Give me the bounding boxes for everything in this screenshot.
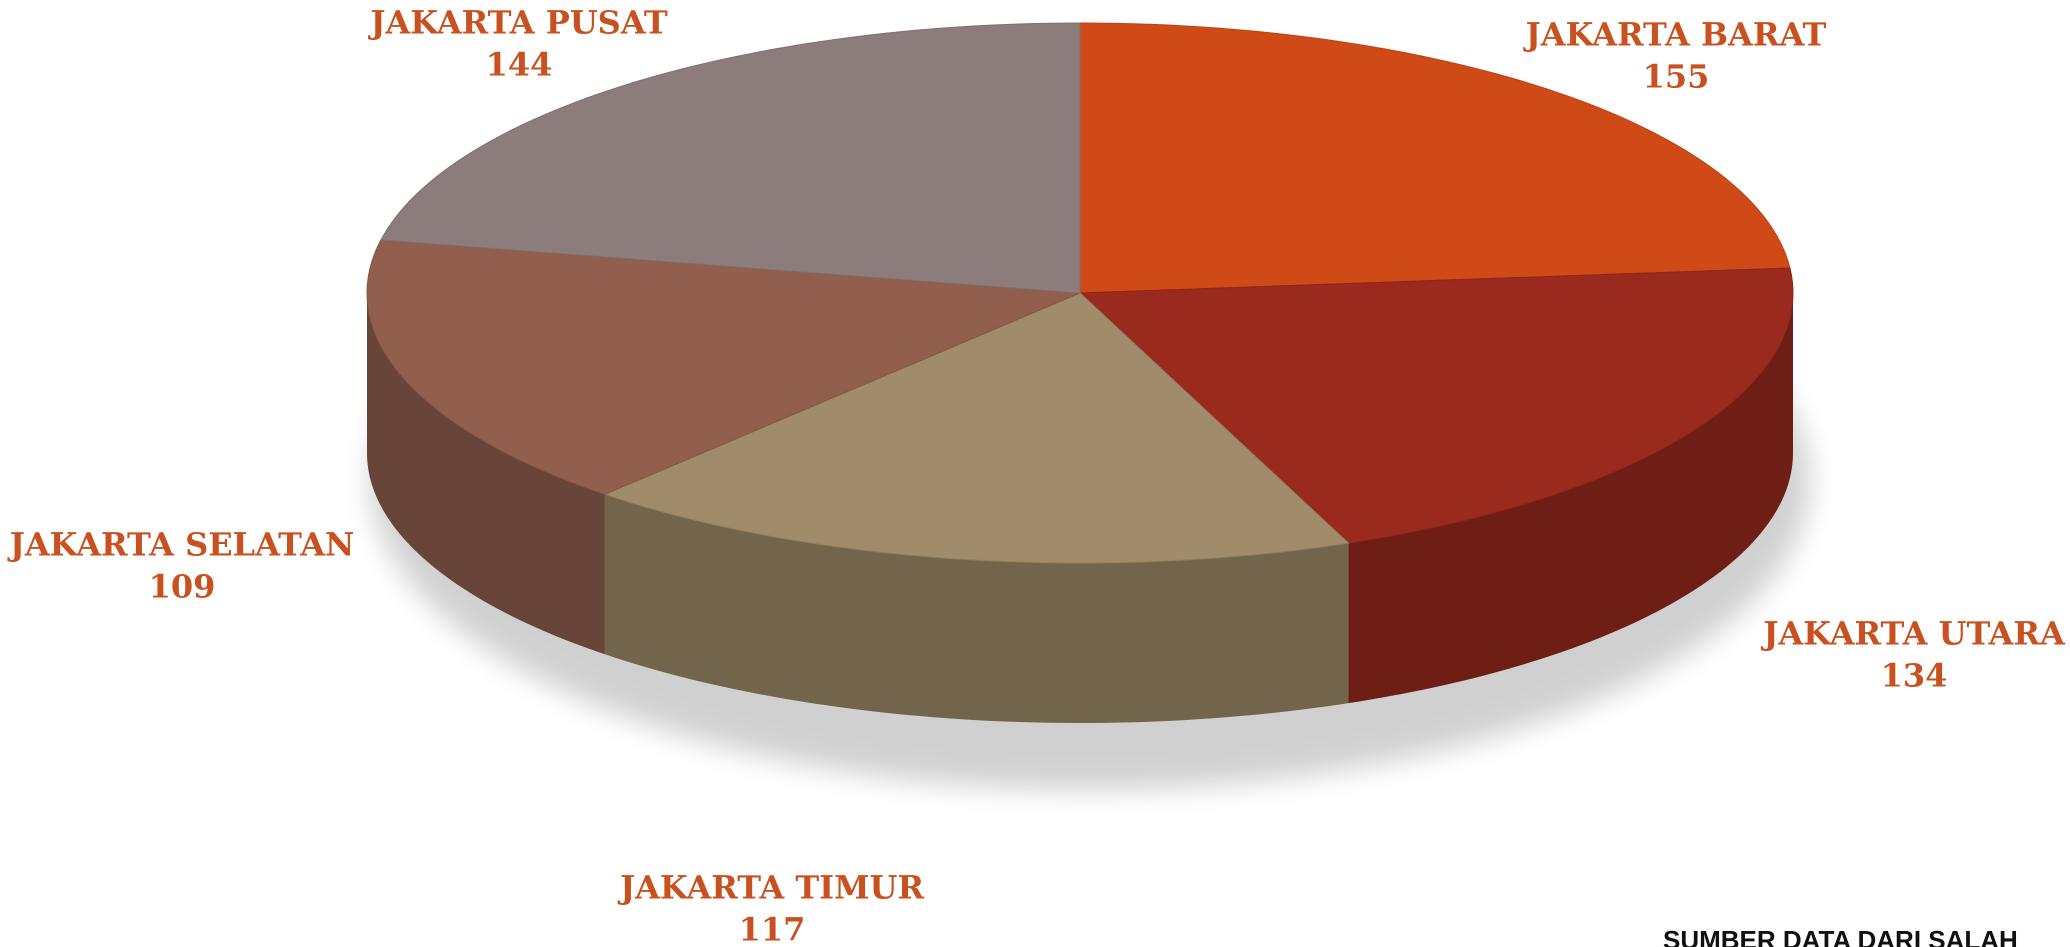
data-label-value: 144 [486,46,553,84]
pie [366,22,1794,723]
data-label-name: JAKARTA BARAT [1523,16,1827,54]
pie-slice [380,22,1081,294]
data-label-value: 155 [1643,58,1710,96]
data-label-name: JAKARTA SELATAN [7,526,355,564]
data-label-name: JAKARTA UTARA [1760,615,2066,653]
pie-side [1348,293,1793,704]
pie-slice [603,292,1350,564]
pie-slice [1079,22,1791,294]
data-label-value: 117 [739,911,806,947]
pie-side [367,293,605,655]
data-label-value: 134 [1881,657,1948,695]
pie-slice [366,239,1081,495]
pie-slice [1078,267,1794,544]
data-label-name: JAKARTA PUSAT [367,4,668,42]
data-label-name: JAKARTA TIMUR [617,869,924,907]
data-label-value: 109 [149,568,216,606]
source-note: SUMBER DATA DARI SALAH [1663,925,2018,947]
pie-side [604,494,1349,723]
